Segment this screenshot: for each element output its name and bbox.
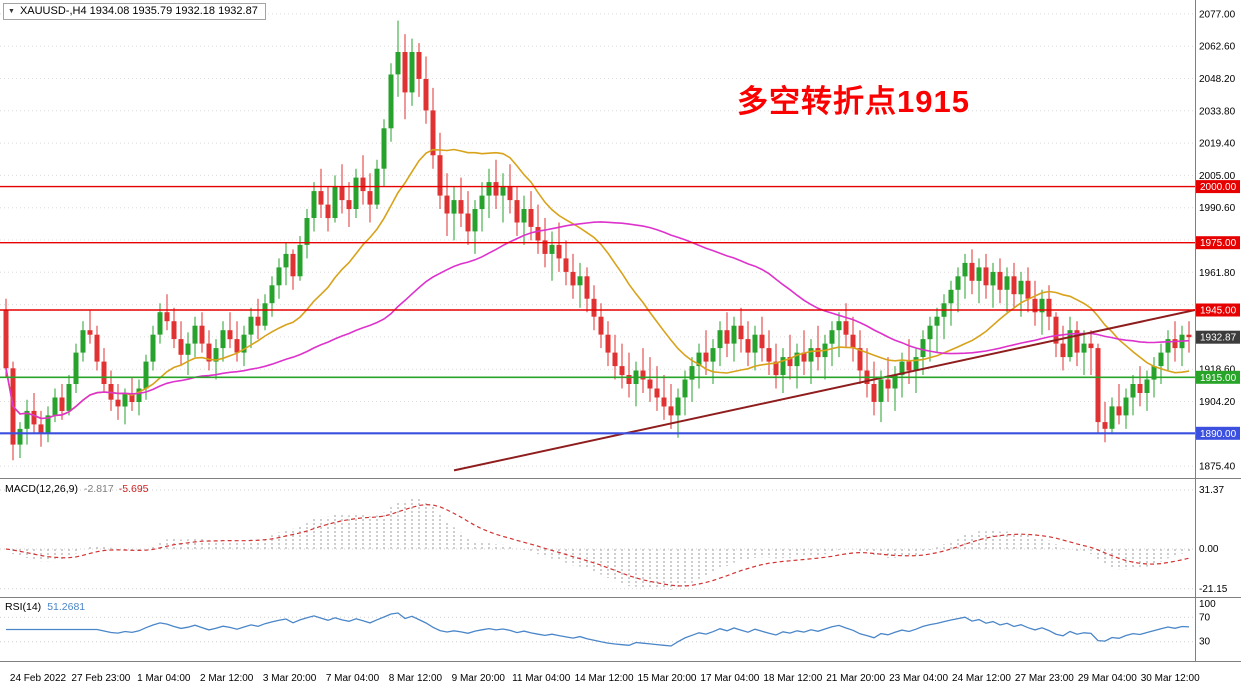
trendline[interactable] [453, 309, 1196, 472]
time-axis-label: 24 Mar 12:00 [952, 673, 1011, 684]
price-badge [1196, 303, 1240, 317]
price-badge [1196, 330, 1240, 344]
price-axis-label: 1904.20 [1199, 397, 1236, 408]
price-badges: 2000.00 1975.00 1945.00 1915.00 1890.00 1932.… [1196, 180, 1240, 440]
time-axis-label: 9 Mar 20:00 [452, 673, 506, 684]
time-axis-label: 11 Mar 04:00 [512, 673, 571, 684]
price-axis-label: 1961.80 [1199, 268, 1236, 279]
time-axis-label: 3 Mar 20:00 [263, 673, 317, 684]
price-axis-label: 2005.00 [1199, 171, 1236, 182]
time-axis[interactable]: 24 Feb 2022 27 Feb 23:00 1 Mar 04:00 2 Mar … [10, 673, 1200, 684]
time-axis-label: 15 Mar 20:00 [638, 673, 697, 684]
price-axis-label: 2033.80 [1199, 106, 1236, 117]
rsi-axis-label: 30 [1199, 637, 1211, 648]
svg-text:1890.00: 1890.00 [1200, 429, 1237, 440]
price-axis-label: 1918.60 [1199, 365, 1236, 376]
time-axis-label: 24 Feb 2022 [10, 673, 67, 684]
price-level-lines[interactable] [0, 185, 1195, 435]
price-axis-label: 2019.40 [1199, 139, 1236, 150]
time-axis-label: 2 Mar 12:00 [200, 673, 254, 684]
time-axis-label: 23 Mar 04:00 [889, 673, 948, 684]
svg-text:1915.00: 1915.00 [1200, 373, 1237, 384]
time-axis-label: 1 Mar 04:00 [137, 673, 191, 684]
rsi-line [6, 612, 1190, 647]
panel-frames [0, 0, 1241, 662]
time-axis-label: 21 Mar 20:00 [826, 673, 885, 684]
time-axis-label: 27 Feb 23:00 [71, 673, 130, 684]
svg-text:2000.00: 2000.00 [1200, 182, 1237, 193]
time-axis-label: 30 Mar 12:00 [1141, 673, 1200, 684]
price-badge [1196, 180, 1240, 194]
rsi-legend: RSI(14) 51.2681 [5, 601, 85, 613]
chevron-down-icon[interactable]: ▼ [8, 7, 15, 15]
macd-axis-label: 31.37 [1199, 485, 1224, 496]
candles-layer [3, 20, 1192, 461]
rsi-legend-name: RSI(14) [5, 601, 42, 613]
rsi-grid [0, 616, 1195, 643]
time-axis-label: 27 Mar 23:00 [1015, 673, 1074, 684]
macd-value-main: -2.817 [83, 483, 114, 495]
price-badge [1196, 370, 1240, 384]
time-axis-label: 7 Mar 04:00 [326, 673, 380, 684]
macd-signal-line [5, 503, 1190, 587]
macd-axis-label: 0.00 [1199, 544, 1219, 555]
svg-text:1975.00: 1975.00 [1200, 238, 1237, 249]
ma-slow-line [5, 221, 1190, 420]
svg-text:1932.87: 1932.87 [1200, 333, 1237, 344]
time-axis-label: 8 Mar 12:00 [389, 673, 443, 684]
macd-histogram [12, 498, 1190, 590]
price-axis-label: 1990.60 [1199, 203, 1236, 214]
macd-value-signal: -5.695 [118, 483, 149, 495]
macd-axis-labels: 31.37 0.00 -21.15 [1199, 485, 1228, 595]
symbol-info-box[interactable]: ▼ XAUUSD-,H4 1934.08 1935.79 1932.18 193… [3, 3, 266, 20]
rsi-axis-label: 70 [1199, 612, 1211, 623]
rsi-axis-label: 100 [1199, 599, 1216, 610]
macd-legend: MACD(12,26,9) -2.817 -5.695 [5, 483, 149, 495]
svg-text:1945.00: 1945.00 [1200, 306, 1237, 317]
time-axis-label: 14 Mar 12:00 [575, 673, 634, 684]
price-axis-labels: 2077.00 2062.60 2048.20 2033.80 2019.40 2005.… [1199, 9, 1236, 472]
annotation-text[interactable]: 多空转折点1915 [737, 84, 970, 119]
macd-axis-label: -21.15 [1199, 584, 1228, 595]
rsi-axis-labels: 100 70 30 [1199, 599, 1216, 648]
time-axis-label: 29 Mar 04:00 [1078, 673, 1137, 684]
price-axis-label: 1875.40 [1199, 462, 1236, 473]
price-axis-label: 2077.00 [1199, 9, 1236, 20]
price-axis-label: 2062.60 [1199, 42, 1236, 53]
price-badge [1196, 236, 1240, 250]
price-axis-label: 2048.20 [1199, 74, 1236, 85]
symbol-ohlc-text: XAUUSD-,H4 1934.08 1935.79 1932.18 1932.… [19, 5, 258, 17]
rsi-value: 51.2681 [47, 601, 86, 613]
ma-fast-line [5, 148, 1190, 420]
macd-grid [0, 489, 1195, 590]
time-axis-label: 17 Mar 04:00 [700, 673, 759, 684]
time-axis-label: 18 Mar 12:00 [763, 673, 822, 684]
macd-legend-name: MACD(12,26,9) [5, 483, 78, 495]
price-badge [1196, 426, 1240, 440]
